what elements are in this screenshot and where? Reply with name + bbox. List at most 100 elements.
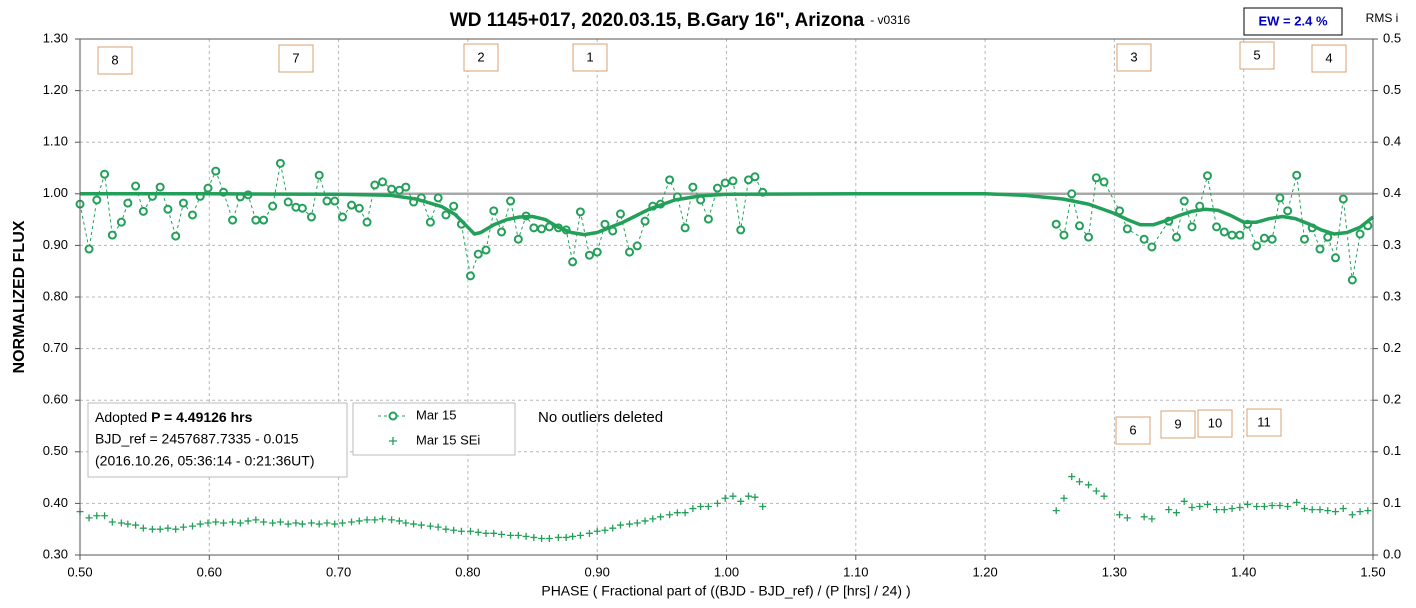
data-point (728, 176, 738, 186)
se-point (338, 519, 346, 527)
se-point (1123, 514, 1131, 522)
se-point (1332, 508, 1339, 516)
data-point (1122, 224, 1132, 234)
data-point (1292, 170, 1302, 180)
y-tick-label: 0.80 (43, 288, 68, 303)
se-point (585, 529, 593, 537)
data-point (449, 201, 459, 211)
se-point (759, 502, 767, 510)
se-point (1268, 501, 1276, 509)
data-point (1059, 230, 1069, 240)
se-point (1140, 513, 1148, 521)
y-tick-label: 0.90 (43, 237, 68, 252)
x-tick-label: 0.80 (455, 564, 480, 579)
se-point (474, 528, 482, 536)
info-ref: BJD_ref = 2457687.7335 - 0.015 (95, 431, 299, 447)
se-point (593, 527, 601, 535)
annotation-box (1311, 44, 1347, 73)
se-point (1356, 508, 1364, 516)
data-point (465, 271, 475, 281)
y-tick-label: 0.70 (43, 340, 68, 355)
data-point (750, 172, 760, 182)
annotation-box (572, 43, 608, 72)
se-point (466, 527, 474, 535)
se-point (323, 519, 331, 527)
data-point (131, 181, 141, 191)
annotation-box (1116, 43, 1152, 72)
se-point (1228, 505, 1236, 513)
data-point (123, 198, 133, 208)
se-point (179, 523, 187, 531)
se-point (331, 520, 339, 528)
se-point (689, 505, 697, 513)
se-point (442, 525, 450, 533)
annotation: 2 (477, 49, 484, 64)
se-point (426, 522, 434, 530)
y2-axis-label: RMS i (1366, 11, 1399, 25)
se-point (530, 533, 538, 541)
y2-tick-label: 0.3 (1383, 237, 1401, 252)
x-tick-label: 0.90 (585, 564, 610, 579)
se-point (260, 518, 268, 526)
se-point (751, 493, 759, 501)
y2-tick-label: 0.4 (1383, 185, 1401, 200)
se-point (1116, 511, 1124, 519)
se-point (244, 517, 252, 525)
se-point (729, 492, 737, 500)
annotation: 5 (1253, 47, 1260, 62)
se-point (348, 518, 356, 526)
se-point (1284, 502, 1292, 510)
se-point (220, 519, 228, 527)
se-point (576, 531, 584, 539)
data-point (1275, 193, 1285, 203)
se-point (1148, 515, 1156, 523)
y2-tick-label: 0.5 (1383, 30, 1401, 45)
y-tick-label: 1.00 (43, 185, 68, 200)
data-point (155, 182, 165, 192)
data-point (337, 212, 347, 222)
se-point (545, 534, 553, 542)
se-point (1316, 506, 1324, 514)
se-point (1052, 507, 1060, 515)
data-point (640, 216, 650, 226)
se-point (1260, 502, 1268, 510)
data-point (680, 223, 690, 233)
note: No outliers deleted (538, 409, 663, 426)
x-tick-label: 1.20 (972, 564, 997, 579)
se-point (1308, 506, 1316, 514)
data-point (665, 175, 675, 185)
data-point (615, 209, 625, 219)
y2-tick-label: 0.5 (1383, 82, 1401, 97)
y-tick-label: 1.20 (43, 82, 68, 97)
x-tick-label: 0.50 (67, 564, 92, 579)
se-point (101, 512, 109, 520)
se-point (379, 515, 387, 523)
data-point (481, 245, 491, 255)
se-point (450, 526, 458, 534)
annotation-box (1239, 41, 1275, 70)
data-point (1074, 221, 1084, 231)
se-point (697, 502, 705, 510)
data-point (1227, 230, 1237, 240)
y-axis-label: NORMALIZED FLUX (11, 220, 28, 373)
y2-tick-label: 0.4 (1383, 134, 1401, 149)
se-point (744, 492, 752, 500)
legend-label: Mar 15 (416, 407, 456, 422)
y2-tick-label: 0.1 (1383, 495, 1401, 510)
data-point (703, 214, 713, 224)
data-point (473, 249, 483, 259)
info-period: P = 4.49126 hrs (151, 409, 253, 425)
y2-tick-label: 0.2 (1383, 392, 1401, 407)
se-point (704, 502, 712, 510)
se-point (1244, 500, 1252, 508)
se-point (498, 530, 506, 538)
se-point (388, 516, 396, 524)
x-tick-label: 0.60 (197, 564, 222, 579)
se-point (1100, 492, 1108, 500)
data-point (1187, 222, 1197, 232)
se-point (307, 519, 315, 527)
se-point (204, 519, 212, 527)
data-point (592, 247, 602, 257)
data-point (1091, 173, 1101, 183)
